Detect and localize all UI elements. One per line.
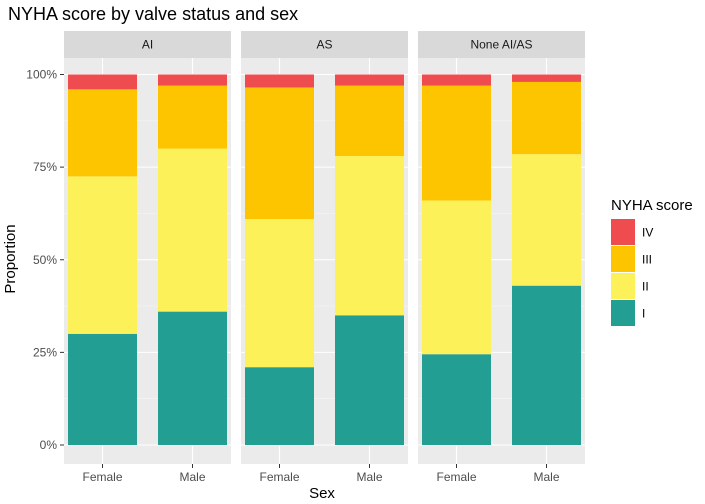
bar-segment-male-ii (335, 156, 404, 316)
bar-segment-female-ii (245, 218, 314, 368)
x-axis-title: Sex (309, 485, 335, 502)
bar-segment-male-iii (158, 85, 227, 149)
facet-panel-as: AS Female Male (241, 31, 408, 484)
bar-segment-male-iii (335, 85, 404, 157)
bar-segment-male-i (158, 311, 227, 445)
facet-strip (418, 31, 585, 58)
legend-key-iv (611, 219, 635, 245)
chart-title: NYHA score by valve status and sex (8, 4, 298, 24)
y-tick-label: 100% (26, 68, 57, 82)
y-tick-label: 25% (33, 345, 57, 359)
legend-label-iv: IV (642, 226, 653, 240)
y-tick-label: 0% (40, 438, 58, 452)
bar-segment-male-ii (158, 148, 227, 312)
bar-segment-female-ii (68, 176, 137, 334)
bar-segment-female-iv (422, 74, 491, 86)
bar-segment-female-iv (245, 74, 314, 88)
x-tick-label: Female (436, 470, 476, 484)
facet-panel-none-ai-as: None AI/AS Female Male (418, 31, 585, 484)
x-tick-label: Male (533, 470, 559, 484)
bar-segment-female-iii (68, 89, 137, 177)
bar-segment-male-ii (512, 154, 581, 286)
bar-segment-male-i (335, 315, 404, 445)
bar-segment-male-iv (158, 74, 227, 86)
x-tick-label: Female (82, 470, 122, 484)
bar-segment-female-ii (422, 200, 491, 355)
y-tick-label: 75% (33, 160, 57, 174)
bar-segment-female-i (422, 354, 491, 445)
legend-label-i: I (642, 307, 645, 321)
x-tick-label: Male (356, 470, 382, 484)
bar-segment-male-iv (512, 74, 581, 82)
facet-panel-ai: AI Female Male (64, 31, 231, 484)
legend-label-iii: III (642, 253, 652, 267)
bar-segment-female-i (245, 367, 314, 445)
x-tick-label: Female (259, 470, 299, 484)
bar-segment-female-iv (68, 74, 137, 90)
legend-label-ii: II (642, 280, 649, 294)
legend-title: NYHA score (611, 197, 693, 214)
facet-strip-label: AS (316, 38, 332, 52)
bar-segment-male-i (512, 285, 581, 445)
bar-segment-female-i (68, 333, 137, 445)
x-tick-label: Male (179, 470, 205, 484)
facet-strip-label: None AI/AS (470, 38, 532, 52)
bar-segment-male-iii (512, 81, 581, 155)
facet-strip (241, 31, 408, 58)
bar-segment-male-iv (335, 74, 404, 86)
legend-key-ii (611, 273, 635, 299)
y-axis-title: Proportion (2, 224, 19, 293)
legend-key-iii (611, 246, 635, 272)
bar-segment-female-iii (422, 85, 491, 201)
legend-key-i (611, 300, 635, 326)
facet-strip-label: AI (142, 38, 153, 52)
facet-strip (64, 31, 231, 58)
y-tick-label: 50% (33, 253, 57, 267)
bar-segment-female-iii (245, 87, 314, 219)
